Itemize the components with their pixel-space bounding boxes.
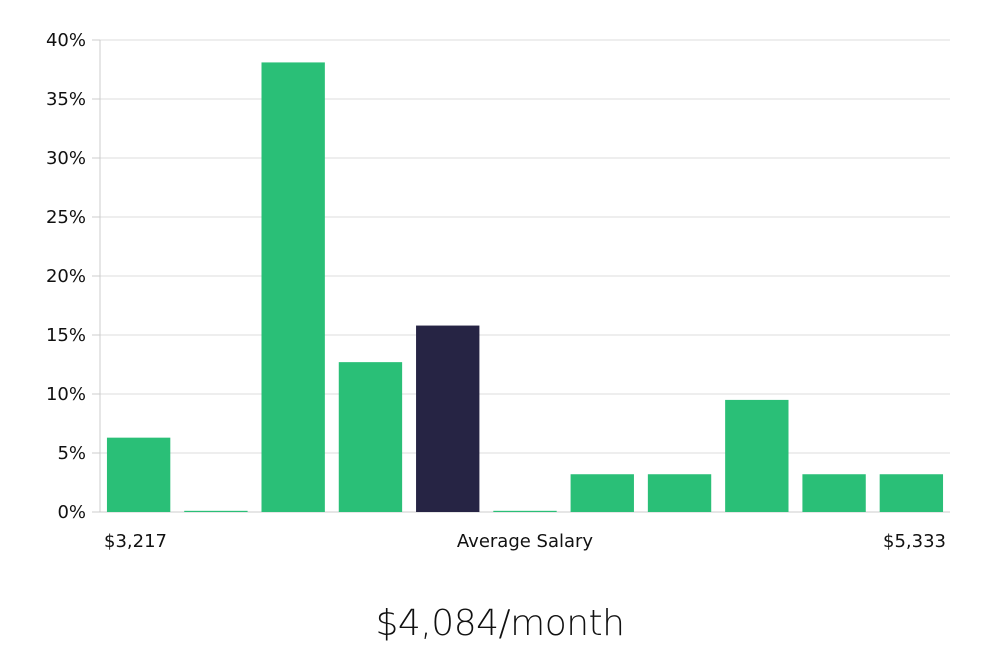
y-tick-label-35: 35%	[46, 89, 86, 110]
y-tick-label-15: 15%	[46, 325, 86, 346]
y-tick-labels: 0% 5% 10% 15% 20% 25% 30% 35% 40%	[46, 30, 86, 523]
bar-11	[879, 474, 944, 512]
y-tick-label-20: 20%	[46, 266, 86, 287]
bar-3	[261, 62, 325, 513]
bar-4	[338, 362, 403, 512]
bar-7	[570, 474, 634, 512]
bar-1	[106, 437, 171, 512]
y-tick-label-40: 40%	[46, 30, 86, 51]
bar-2	[184, 510, 248, 512]
x-label-max: $5,333	[883, 531, 946, 552]
bars	[106, 62, 944, 513]
y-tick-label-30: 30%	[46, 148, 86, 169]
salary-histogram-chart: 0% 5% 10% 15% 20% 25% 30% 35% 40% $3,217 Average…	[46, 30, 950, 552]
bar-6	[493, 510, 557, 512]
x-label-min: $3,217	[104, 531, 167, 552]
bar-10	[802, 474, 866, 512]
grid-lines	[100, 39, 950, 454]
x-axis-labels: $3,217 Average Salary $5,333	[104, 531, 946, 552]
bar-8	[647, 474, 712, 512]
y-tick-label-5: 5%	[57, 443, 86, 464]
y-tick-label-0: 0%	[57, 502, 86, 523]
y-tick-label-10: 10%	[46, 384, 86, 405]
average-salary-headline: $4,084/month	[375, 603, 625, 644]
bar-highlighted	[416, 325, 480, 512]
y-tick-label-25: 25%	[46, 207, 86, 228]
bar-9	[725, 399, 789, 512]
x-label-center: Average Salary	[457, 531, 594, 552]
